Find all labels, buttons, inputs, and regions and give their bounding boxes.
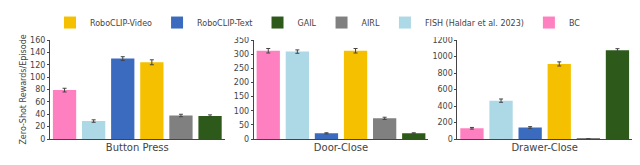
svg-text:20: 20 — [35, 122, 45, 131]
svg-text:300: 300 — [234, 50, 249, 59]
svg-text:0: 0 — [40, 135, 45, 144]
svg-text:1200: 1200 — [432, 36, 452, 45]
svg-text:50: 50 — [239, 121, 249, 130]
svg-text:350: 350 — [234, 36, 249, 45]
svg-text:0: 0 — [448, 135, 453, 144]
svg-text:Zero-Shot Rewards/Episode: Zero-Shot Rewards/Episode — [19, 34, 28, 144]
svg-text:RoboCLIP-Video: RoboCLIP-Video — [90, 19, 152, 28]
svg-text:100: 100 — [30, 73, 45, 82]
svg-text:400: 400 — [438, 102, 453, 111]
svg-text:120: 120 — [30, 61, 45, 70]
svg-text:80: 80 — [35, 85, 45, 94]
svg-text:200: 200 — [234, 78, 249, 87]
svg-text:150: 150 — [234, 92, 249, 101]
svg-text:1000: 1000 — [432, 52, 452, 61]
svg-text:Drawer-Close: Drawer-Close — [511, 142, 578, 153]
svg-text:0: 0 — [244, 135, 249, 144]
svg-text:200: 200 — [438, 118, 453, 127]
svg-text:40: 40 — [35, 110, 45, 119]
svg-text:800: 800 — [438, 69, 453, 78]
svg-text:RoboCLIP-Text: RoboCLIP-Text — [197, 19, 252, 28]
svg-text:600: 600 — [438, 85, 453, 94]
svg-text:160: 160 — [30, 36, 45, 45]
svg-text:Door-Close: Door-Close — [314, 142, 368, 153]
svg-text:100: 100 — [234, 107, 249, 116]
svg-text:250: 250 — [234, 64, 249, 73]
svg-text:AIRL: AIRL — [362, 19, 380, 28]
svg-text:60: 60 — [35, 98, 45, 107]
svg-text:GAIL: GAIL — [298, 19, 317, 28]
svg-text:Button Press: Button Press — [106, 142, 169, 153]
svg-text:BC: BC — [569, 19, 580, 28]
svg-text:140: 140 — [30, 48, 45, 57]
svg-text:FISH (Haldar et al. 2023): FISH (Haldar et al. 2023) — [425, 19, 524, 28]
